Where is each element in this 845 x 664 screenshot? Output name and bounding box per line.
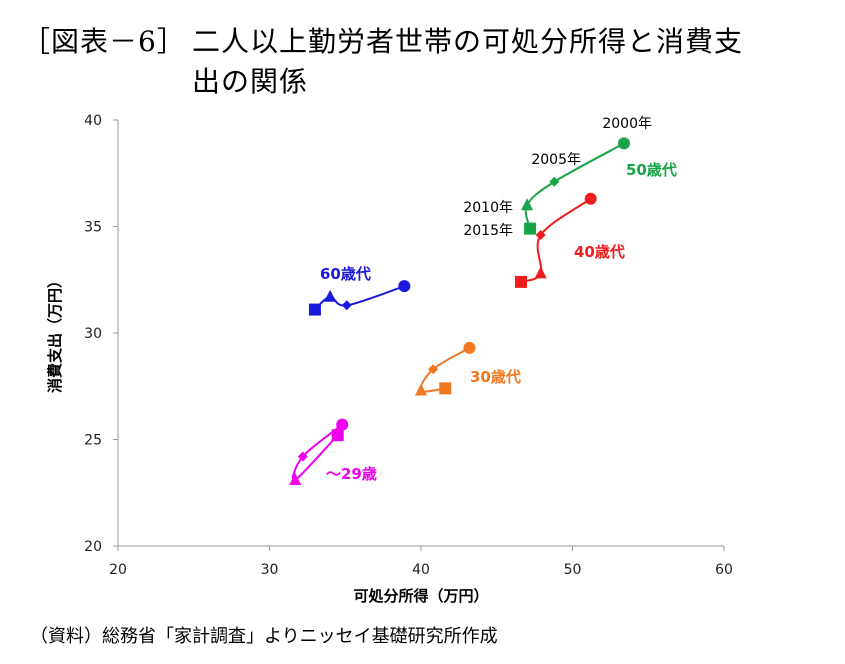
data-point-2015 [524,222,537,235]
x-tick-label: 40 [412,562,430,578]
data-point-2000 [336,418,349,431]
y-tick-label: 25 [84,433,102,449]
series-label-1: 30歳代 [470,368,521,386]
y-tick-label: 20 [84,539,102,555]
year-label: 2010年 [463,200,513,216]
series-0 [289,418,349,485]
x-tick-label: 60 [715,562,733,578]
data-point-2015 [308,303,321,316]
x-tick-label: 20 [109,562,127,578]
data-point-2005 [341,300,352,311]
series-line [520,197,592,283]
series-label-4: 60歳代 [320,265,371,283]
year-label: 2005年 [531,152,581,168]
chart-axes: 20 30 40 50 60 20 25 30 35 40 可処分所得（万円） 消費支出（万円） [46,113,733,605]
chart-series-layer [289,137,631,485]
data-point-2010 [324,289,337,302]
y-tick-label: 35 [84,220,102,236]
data-point-2005 [535,230,546,241]
data-point-2005 [428,364,439,375]
data-point-2010 [534,266,547,279]
x-axis-title: 可処分所得（万円） [353,587,488,605]
figure-title-line2: 出の関係 [192,65,309,98]
data-point-2015 [331,429,344,442]
series-4 [308,280,411,316]
figure-number: ［図表－6］ [22,25,186,58]
x-tick-label: 50 [564,562,582,578]
year-label: 2000年 [602,116,652,132]
series-line [524,142,625,229]
series-label-0: ～29歳 [326,465,377,483]
series-label-2: 40歳代 [574,243,625,261]
year-label: 2015年 [463,223,513,239]
series-2 [514,192,597,288]
data-point-2005 [549,176,560,187]
data-point-2000 [398,280,411,293]
data-point-2010 [415,383,427,396]
data-point-2010 [289,472,302,485]
data-point-2000 [463,341,476,354]
data-point-2015 [439,382,452,395]
y-axis-title: 消費支出（万円） [46,273,64,393]
data-point-2015 [514,275,527,288]
series-label-3: 50歳代 [626,161,677,179]
y-tick-label: 30 [84,326,102,342]
figure-title-line1: 二人以上勤労者世帯の可処分所得と消費支 [192,25,744,58]
data-point-2000 [584,192,597,205]
chart-labels-layer: ～29歳 30歳代 40歳代 50歳代 60歳代 2000年 2005年 2010年 2015年 [320,116,677,483]
x-tick-label: 30 [261,562,279,578]
series-line [419,347,470,393]
data-point-2010 [521,198,534,211]
series-3 [521,137,631,235]
data-point-2005 [297,451,308,462]
y-tick-label: 40 [84,113,102,129]
data-point-2000 [618,137,631,150]
series-1 [415,341,476,396]
source-note: （資料）総務省「家計調査」よりニッセイ基礎研究所作成 [30,626,498,647]
figure-title: ［図表－6］ 二人以上勤労者世帯の可処分所得と消費支 出の関係 [22,22,743,102]
series-line [291,423,343,482]
